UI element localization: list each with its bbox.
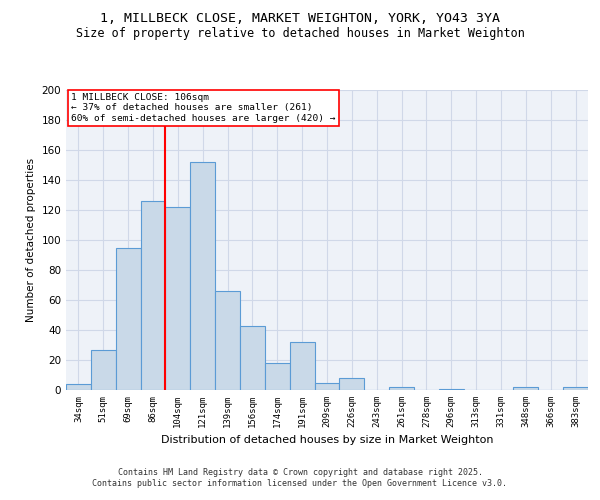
Bar — [314, 382, 340, 390]
Bar — [290, 342, 314, 390]
Y-axis label: Number of detached properties: Number of detached properties — [26, 158, 36, 322]
Bar — [91, 350, 116, 390]
Bar — [563, 387, 588, 390]
X-axis label: Distribution of detached houses by size in Market Weighton: Distribution of detached houses by size … — [161, 436, 493, 446]
Bar — [116, 248, 140, 390]
Bar — [215, 291, 240, 390]
Text: 1, MILLBECK CLOSE, MARKET WEIGHTON, YORK, YO43 3YA: 1, MILLBECK CLOSE, MARKET WEIGHTON, YORK… — [100, 12, 500, 26]
Bar — [340, 378, 364, 390]
Bar — [140, 201, 166, 390]
Bar — [439, 388, 464, 390]
Text: 1 MILLBECK CLOSE: 106sqm
← 37% of detached houses are smaller (261)
60% of semi-: 1 MILLBECK CLOSE: 106sqm ← 37% of detach… — [71, 93, 336, 123]
Bar — [166, 207, 190, 390]
Text: Contains HM Land Registry data © Crown copyright and database right 2025.
Contai: Contains HM Land Registry data © Crown c… — [92, 468, 508, 487]
Bar — [66, 384, 91, 390]
Bar — [514, 387, 538, 390]
Bar — [240, 326, 265, 390]
Bar — [265, 363, 290, 390]
Bar — [190, 162, 215, 390]
Bar — [389, 387, 414, 390]
Text: Size of property relative to detached houses in Market Weighton: Size of property relative to detached ho… — [76, 28, 524, 40]
